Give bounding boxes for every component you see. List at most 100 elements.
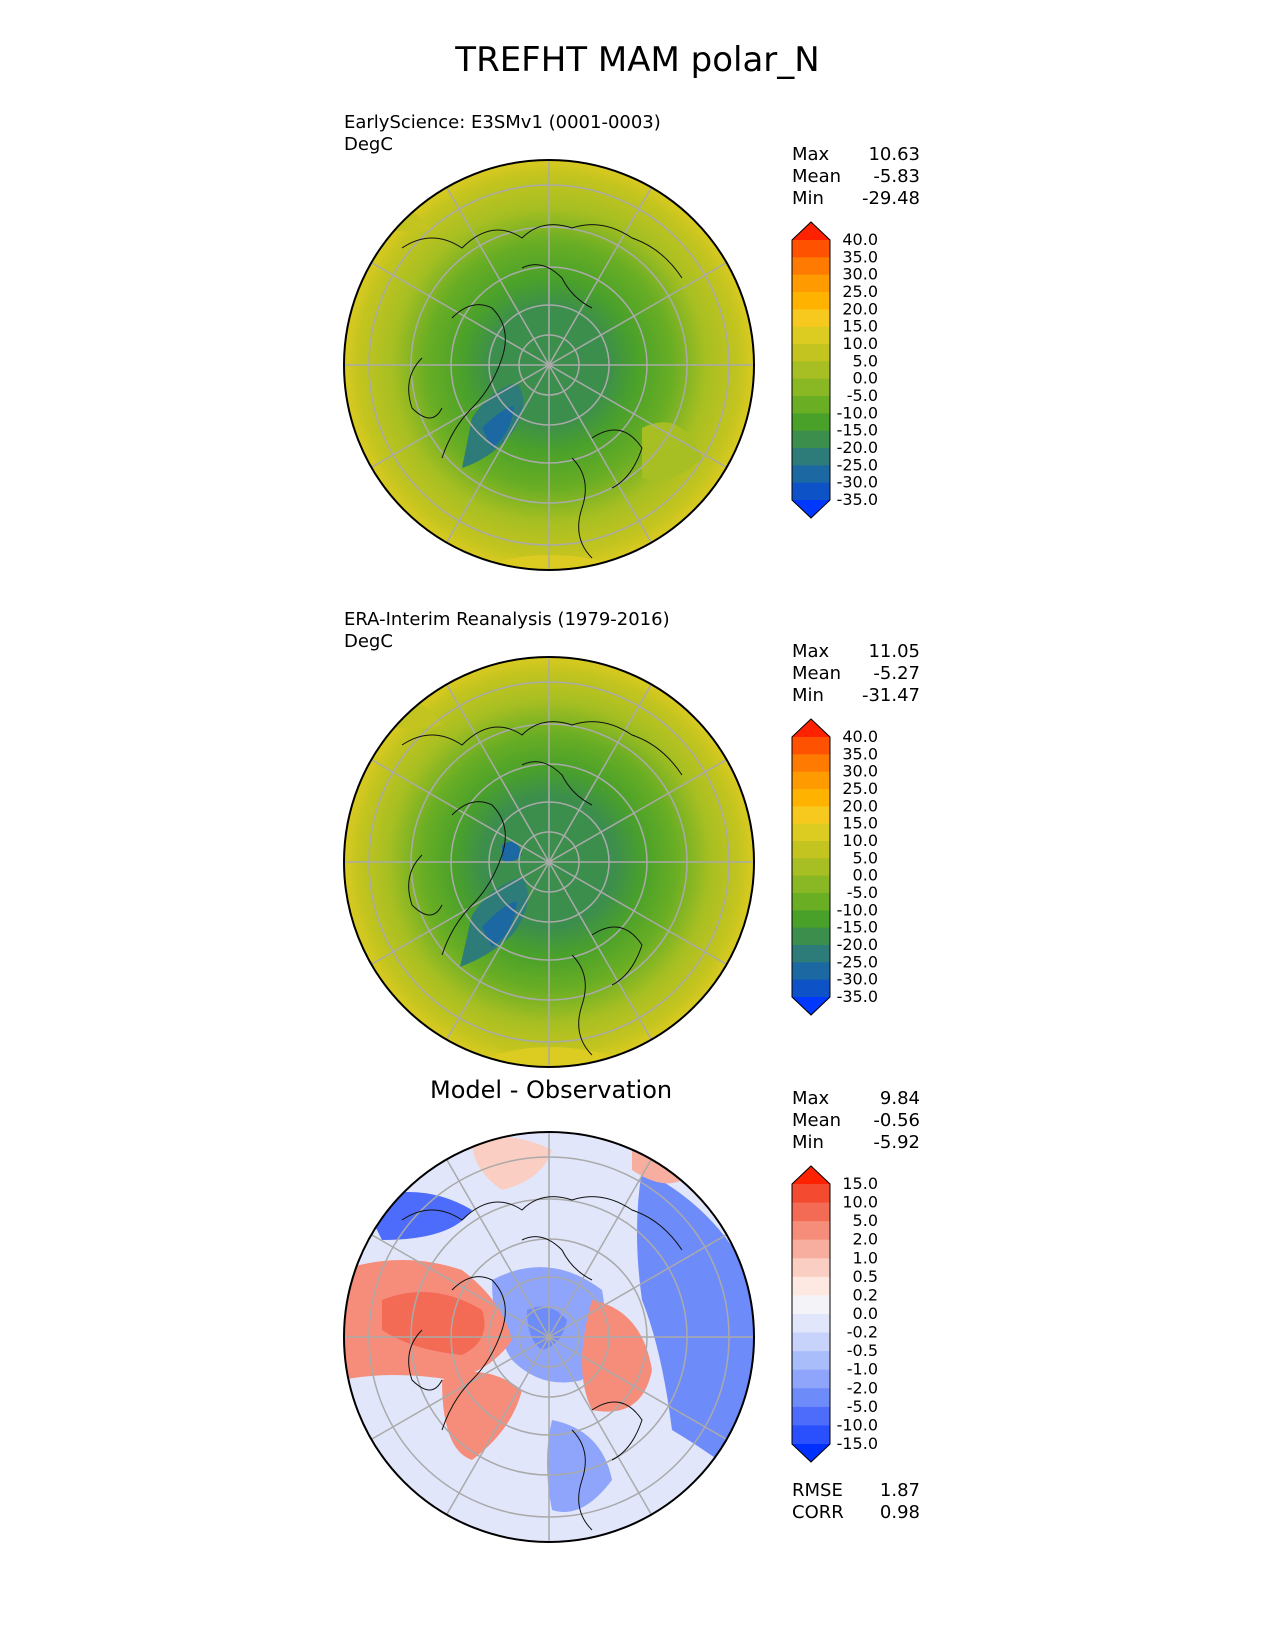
- graticule: [344, 657, 754, 1067]
- colorbar-extend-min: [792, 997, 830, 1015]
- colorbar-segment: [792, 823, 830, 842]
- colorbar-tick-label: 0.2: [853, 1285, 878, 1304]
- coastlines: [401, 721, 683, 1056]
- colorbar-segment: [792, 841, 830, 859]
- stat-mean-value: -5.83: [873, 166, 920, 187]
- colorbar-segment: [792, 1276, 830, 1296]
- corr-value: 0.98: [879, 1502, 920, 1523]
- colorbar-extend-max: [792, 222, 830, 240]
- panel-test: EarlyScience: E3SMv1 (0001-0003) DegC: [0, 108, 1275, 588]
- colorbar-segment: [792, 240, 830, 258]
- colorbar-extend-max: [792, 719, 830, 737]
- panel-title: Model - Observation: [430, 1076, 673, 1104]
- colorbar-extend-max: [792, 1166, 830, 1184]
- colorbar-segment: [792, 326, 830, 345]
- colorbar-segment: [792, 789, 830, 807]
- colorbar-segment: [792, 945, 830, 963]
- colorbar-segment: [792, 927, 830, 946]
- colorbar-tick-label: -30.0: [837, 473, 878, 492]
- colorbar-segment: [792, 1184, 830, 1204]
- stat-mean-value: -5.27: [873, 663, 920, 684]
- colorbar-tick-label: 5.0: [853, 351, 878, 370]
- polar-map-test: [343, 159, 755, 571]
- colorbar-reference: 40.035.030.025.020.015.010.05.00.0-5.0-1…: [791, 718, 878, 1016]
- graticule: [344, 160, 754, 570]
- colorbar-difference: 15.010.05.02.01.00.50.20.0-0.2-0.5-1.0-2…: [791, 1165, 878, 1463]
- colorbar-tick-label: 2.0: [853, 1230, 878, 1249]
- colorbar-segment: [792, 378, 830, 397]
- colorbar-segment: [792, 962, 830, 981]
- colorbar-tick-label: 15.0: [842, 1174, 878, 1193]
- colorbar-tick-label: 0.5: [853, 1267, 878, 1286]
- colorbar-tick-label: 1.0: [853, 1248, 878, 1267]
- stat-mean-label: Mean: [792, 663, 842, 684]
- stat-max-label: Max: [792, 144, 830, 165]
- colorbar-outline: [791, 221, 831, 519]
- colorbar-segment: [792, 893, 830, 911]
- colorbar-tick-label: -25.0: [837, 455, 878, 474]
- colorbar-tick-label: -1.0: [847, 1360, 878, 1379]
- colorbar-segment: [792, 292, 830, 310]
- stat-min-label: Min: [792, 1132, 824, 1153]
- panel-difference: Model - Observation: [0, 1076, 1275, 1580]
- figure-title: TREFHT MAM polar_N: [455, 40, 820, 80]
- colorbar-segment: [792, 1221, 830, 1241]
- panel-units: DegC: [344, 134, 393, 155]
- coastlines: [401, 224, 683, 559]
- colorbar-outline: [791, 1165, 831, 1463]
- colorbar-segment: [792, 1369, 830, 1389]
- corr-label: CORR: [792, 1502, 844, 1523]
- colorbar-tick-label: 30.0: [842, 762, 878, 781]
- colorbar-tick-label: 20.0: [842, 299, 878, 318]
- colorbar-tick-label: 35.0: [842, 247, 878, 266]
- colorbar-tick-label: 10.0: [842, 1193, 878, 1212]
- colorbar-tick-label: 0.0: [853, 866, 878, 885]
- colorbar-segment: [792, 1295, 830, 1315]
- colorbar-segment: [792, 1332, 830, 1352]
- colorbar-segment: [792, 1202, 830, 1222]
- colorbar-segment: [792, 979, 830, 998]
- colorbar-tick-label: 40.0: [842, 230, 878, 249]
- colorbar-tick-label: 40.0: [842, 727, 878, 746]
- stat-max-label: Max: [792, 641, 830, 662]
- colorbar-tick-label: -25.0: [837, 952, 878, 971]
- colorbar-test: 40.035.030.025.020.015.010.05.00.0-5.0-1…: [791, 221, 878, 519]
- colorbar-segment: [792, 858, 830, 877]
- stat-max-value: 9.84: [879, 1088, 920, 1109]
- coastlines: [401, 1196, 683, 1531]
- colorbar-tick-label: -5.0: [847, 386, 878, 405]
- panel-units: DegC: [344, 631, 393, 652]
- colorbar-segment: [792, 1388, 830, 1408]
- colorbar-tick-label: -30.0: [837, 970, 878, 989]
- colorbar-tick-label: -15.0: [837, 1434, 878, 1453]
- colorbar-tick-label: 5.0: [853, 848, 878, 867]
- colorbar-segment: [792, 1239, 830, 1259]
- graticule: [344, 1132, 754, 1542]
- colorbar-segment: [792, 875, 830, 894]
- colorbar-tick-label: -2.0: [847, 1378, 878, 1397]
- metrics-block: RMSE 1.87 CORR 0.98: [792, 1480, 920, 1524]
- colorbar-segment: [792, 344, 830, 362]
- colorbar-segment: [792, 482, 830, 501]
- colorbar-tick-label: 15.0: [842, 317, 878, 336]
- stat-min-value: -5.92: [873, 1132, 920, 1153]
- colorbar-segment: [792, 1406, 830, 1426]
- colorbar-tick-label: 15.0: [842, 814, 878, 833]
- colorbar-tick-label: -15.0: [837, 421, 878, 440]
- colorbar-segment: [792, 1425, 830, 1445]
- stat-max-value: 10.63: [868, 144, 920, 165]
- stat-max-label: Max: [792, 1088, 830, 1109]
- colorbar-tick-label: -35.0: [837, 490, 878, 509]
- colorbar-tick-label: -20.0: [837, 935, 878, 954]
- stat-min-label: Min: [792, 685, 824, 706]
- colorbar-tick-label: 20.0: [842, 796, 878, 815]
- colorbar-segment: [792, 910, 830, 929]
- colorbar-tick-label: -10.0: [837, 900, 878, 919]
- colorbar-tick-label: 0.0: [853, 1304, 878, 1323]
- stat-mean-label: Mean: [792, 1110, 842, 1131]
- colorbar-tick-label: -5.0: [847, 883, 878, 902]
- colorbar-tick-label: -35.0: [837, 987, 878, 1006]
- colorbar-segment: [792, 274, 830, 293]
- stats-block: Max 9.84 Mean -0.56 Min -5.92: [792, 1088, 920, 1154]
- colorbar-segment: [792, 413, 830, 432]
